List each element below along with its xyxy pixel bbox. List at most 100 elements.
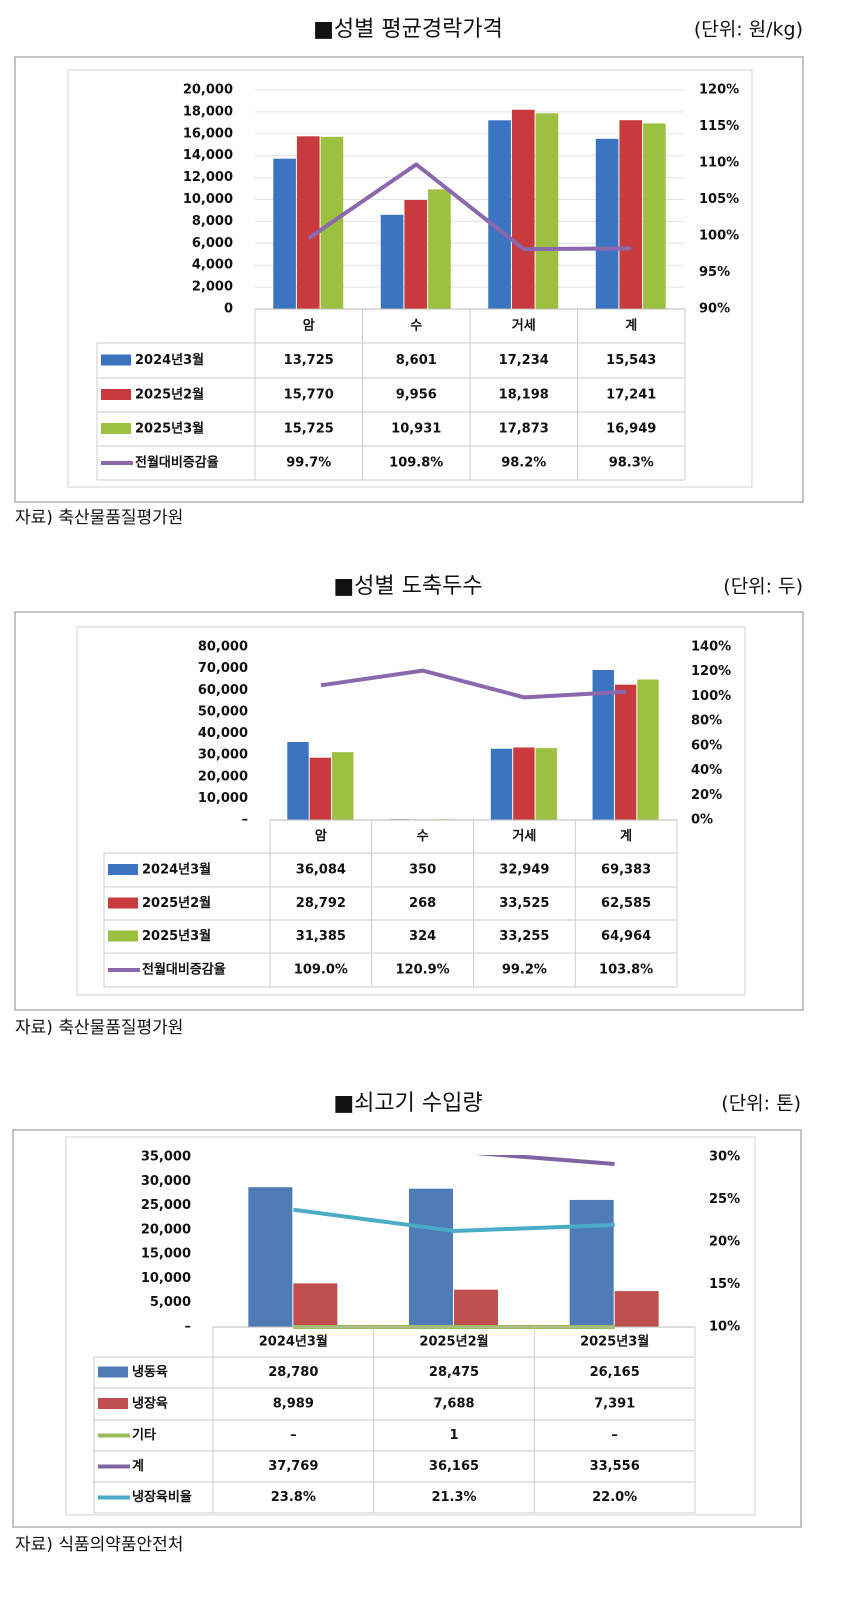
y-tick-label: 8,000 [192,214,233,229]
table-value: 13,725 [284,353,334,368]
table-value: – [611,1428,618,1443]
table-value: 268 [409,896,436,911]
y2-tick-label: 110% [699,156,739,171]
chart-title: ■쇠고기 수입량 [333,1091,482,1116]
table-value: 21.3% [431,1490,476,1505]
category-label: 2025년2월 [419,1334,488,1350]
source-note: 자료) 축산물품질평가원 [15,508,183,528]
table-value: 15,770 [284,388,334,403]
table-value: 324 [409,929,436,944]
table-value: 109.8% [389,456,443,471]
y-tick-label: 2,000 [192,280,233,295]
y2-tick-label: 140% [691,640,731,655]
legend-label: 2025년2월 [142,895,211,911]
legend-swatch [98,1366,128,1378]
table-value: 33,255 [499,929,549,944]
table-value: 64,964 [601,929,651,944]
bar [454,1289,498,1327]
table-value: 22.0% [592,1490,637,1505]
bar [309,757,332,820]
y2-tick-label: 40% [691,763,722,778]
bar [332,752,354,820]
y-tick-label: 20,000 [198,769,248,784]
outer-frame [14,56,804,503]
table-value: 350 [409,863,436,878]
bar [273,158,296,309]
bar [404,199,428,309]
table-value: 10,931 [391,422,441,437]
bar [287,741,309,820]
legend-swatch [101,354,131,366]
y-tick-label: 15,000 [141,1247,191,1262]
category-label: 계 [620,829,632,844]
legend-label: 2025년3월 [142,928,211,944]
bar [296,136,320,309]
legend-swatch [108,930,138,942]
y-tick-label: – [242,813,249,828]
line [293,1207,615,1233]
table-value: 23.8% [271,1490,316,1505]
y-tick-label: 0 [224,302,233,317]
table-value: 15,543 [606,353,656,368]
legend-label: 냉장육 [132,1396,168,1412]
bar [409,1188,453,1327]
bar [535,748,557,820]
unit-label: (단위: 두) [723,576,803,598]
category-label: 2024년3월 [259,1334,328,1350]
legend-label: 기타 [132,1427,156,1443]
y-tick-label: 35,000 [141,1150,191,1165]
bar [619,120,643,309]
y2-tick-label: 80% [691,714,722,729]
bar [592,669,614,820]
y2-tick-label: 105% [699,192,739,207]
y2-tick-label: 90% [699,302,730,317]
table-value: 26,165 [590,1365,640,1380]
y-tick-label: 20,000 [183,83,233,98]
category-label: 계 [625,319,637,334]
y-tick-label: 10,000 [198,791,248,806]
table-value: 62,585 [601,896,651,911]
line [320,668,627,700]
category-label: 거세 [512,829,536,844]
table-value: 33,556 [590,1459,640,1474]
line [307,162,632,252]
legend-swatch [108,897,138,909]
y-tick-label: – [185,1320,192,1335]
chart-title: ■성별 평균경락가격 [313,17,503,42]
y2-tick-label: 100% [691,689,731,704]
bar [614,1291,659,1327]
table-value: 7,391 [594,1397,635,1412]
bar [569,1199,614,1327]
table-value: 36,084 [296,863,346,878]
y2-tick-label: 120% [699,83,739,98]
bar [614,684,637,820]
y-tick-label: 50,000 [198,704,248,719]
plot-frame [76,626,746,996]
table-value: 32,949 [499,863,549,878]
legend-swatch [98,1398,128,1409]
y2-tick-label: 115% [699,119,739,134]
bar [535,113,559,309]
category-label: 수 [410,319,422,334]
table-value: – [290,1428,297,1443]
chart-title: ■성별 도축두수 [333,574,482,599]
y2-tick-label: 0% [691,813,713,828]
table-value: 9,956 [396,388,437,403]
table-value: 103.8% [599,963,653,978]
y-tick-label: 12,000 [183,170,233,185]
legend-label: 냉장육비율 [132,1489,192,1505]
y2-tick-label: 120% [691,664,731,679]
bar [511,109,535,309]
y-tick-label: 18,000 [183,104,233,119]
table-value: 109.0% [294,963,348,978]
legend-label: 전월대비증감율 [142,962,226,978]
y-tick-label: 60,000 [198,683,248,698]
category-label: 2025년3월 [580,1334,649,1350]
y2-tick-label: 20% [709,1235,740,1250]
y-tick-label: 30,000 [141,1174,191,1189]
table-value: 31,385 [296,929,346,944]
table-value: 28,475 [429,1365,479,1380]
y-tick-label: 70,000 [198,661,248,676]
